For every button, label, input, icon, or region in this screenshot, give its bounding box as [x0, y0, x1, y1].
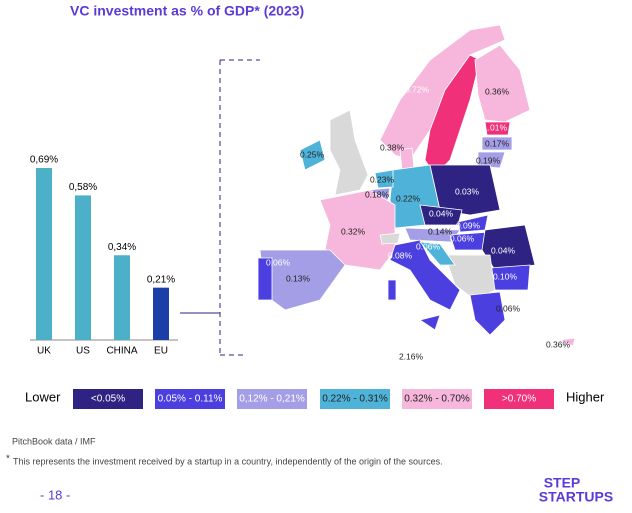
map-label: 0.03% [455, 186, 480, 196]
legend-label: 0,12% - 0,21% [239, 394, 305, 405]
switzerland [379, 232, 401, 245]
logo-top: STEP [544, 475, 581, 491]
cyprus [558, 337, 576, 347]
map-label: 0.04% [491, 245, 516, 255]
bar [36, 168, 52, 340]
italy [389, 239, 461, 311]
legend-swatch [73, 389, 143, 409]
legend-lower: Lower [25, 389, 61, 404]
footnote-mark: * [6, 454, 10, 465]
map-label: 0.06% [266, 257, 291, 267]
estonia [484, 121, 511, 136]
legend-label: 0.05% - 0.11% [158, 394, 223, 405]
czechia [419, 204, 463, 226]
uk [329, 109, 369, 196]
sardinia [387, 279, 397, 301]
map-label: 0.25% [300, 149, 325, 159]
map-label: 0.32% [341, 226, 366, 236]
x-tick-label: US [76, 346, 90, 357]
portugal [257, 257, 273, 301]
footnote: This represents the investment received … [13, 456, 443, 466]
map-label: 0.36% [546, 339, 571, 349]
legend-swatch [484, 389, 554, 409]
legend-swatch [320, 389, 390, 409]
greece [469, 291, 506, 336]
map-label: 0.36% [485, 86, 510, 96]
croatia [419, 241, 456, 266]
x-tick-label: UK [37, 346, 51, 357]
map-label: 2.16% [399, 351, 424, 361]
page-number: - 18 - [40, 487, 70, 502]
map-label: 0.23% [370, 174, 395, 184]
value-label: 0,21% [147, 274, 175, 285]
legend-label: 0.22% - 0.31% [322, 394, 388, 405]
ireland [299, 139, 326, 171]
source: PitchBook data / IMF [12, 436, 96, 446]
map-label: 0.08% [388, 250, 413, 260]
legend-swatch [402, 389, 472, 409]
legend-label: <0.05% [91, 394, 125, 405]
finland [474, 44, 531, 123]
netherlands [374, 169, 394, 189]
legend-swatch [155, 389, 225, 409]
value-label: 0,58% [69, 182, 97, 193]
bracket [180, 59, 260, 356]
map-label: 0.22% [396, 193, 421, 203]
map-label: 0.38% [380, 142, 405, 152]
bar [153, 287, 169, 340]
map [257, 24, 576, 347]
x-tick-label: CHINA [106, 346, 137, 357]
map-label: 0.04% [429, 208, 454, 218]
map-label: 0.06% [450, 233, 475, 243]
map-label: 0.18% [365, 189, 390, 199]
legend-swatch [237, 389, 307, 409]
bar [75, 195, 91, 340]
map-label: 0.14% [428, 226, 453, 236]
map-label: 0.17% [485, 138, 510, 148]
value-label: 0,69% [30, 155, 58, 166]
latvia [481, 136, 513, 151]
map-label: 1.01% [483, 122, 508, 132]
value-label: 0,34% [108, 242, 136, 253]
legend-label: >0.70% [502, 394, 536, 405]
lithuania [477, 151, 506, 169]
map-label: 0.09% [456, 220, 481, 230]
sicily [419, 314, 441, 331]
poland [429, 164, 501, 216]
map-label: 0.19% [476, 155, 501, 165]
map-label: 0.72% [405, 84, 430, 94]
map-label: 0.10% [493, 271, 518, 281]
chart-title: VC investment as % of GDP* (2023) [70, 3, 304, 19]
x-tick-label: EU [154, 346, 168, 357]
logo-bottom: STARTUPS [539, 489, 613, 505]
map-label: 0.06% [496, 303, 521, 313]
legend-label: 0.32% - 0.70% [404, 394, 470, 405]
map-label: 0.13% [286, 273, 311, 283]
france [319, 189, 396, 271]
legend-higher: Higher [566, 389, 605, 404]
map-label: 0.06% [416, 241, 441, 251]
bar [114, 255, 130, 340]
